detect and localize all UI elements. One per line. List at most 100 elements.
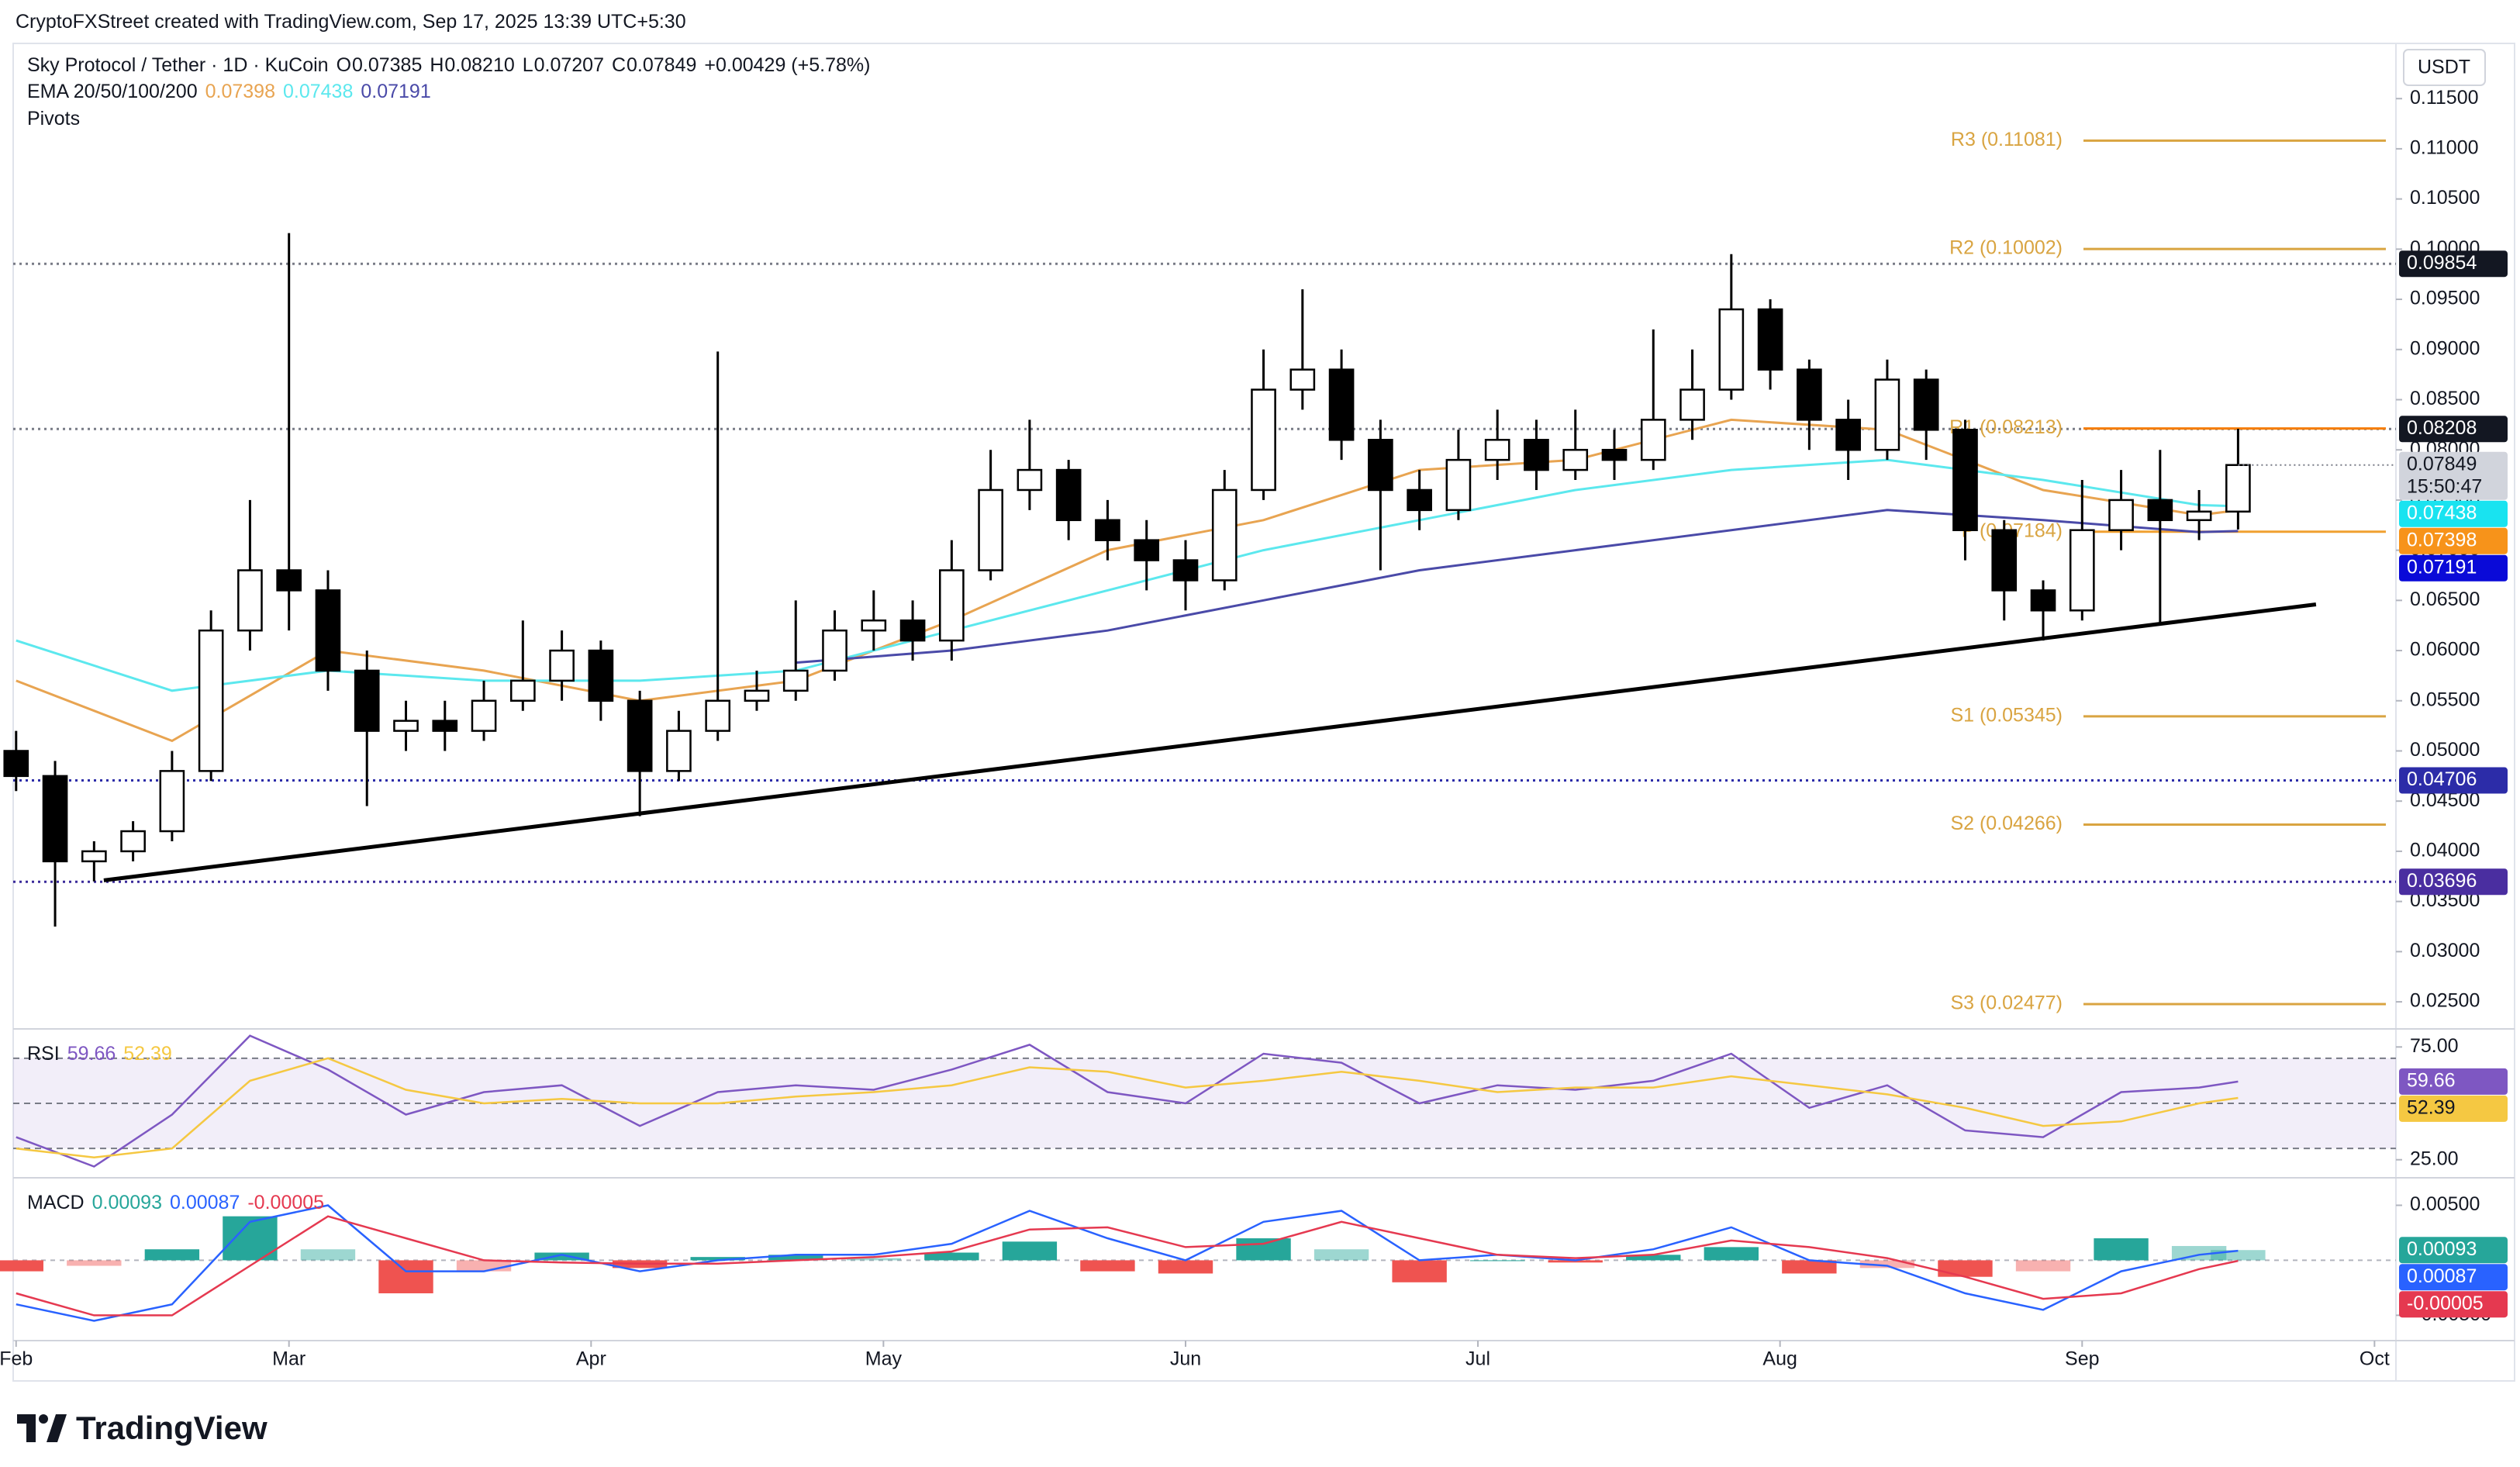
ohlc-value: 0.07207	[533, 54, 604, 76]
candle-body	[2147, 499, 2173, 522]
macd-bar	[300, 1249, 356, 1261]
price-tag	[2399, 527, 2508, 554]
x-tick-label: Aug	[1762, 1348, 1797, 1370]
y-tick-label: 0.06500	[2410, 589, 2480, 610]
macd-bar	[1548, 1260, 1603, 1263]
macd-bar	[456, 1260, 512, 1272]
macd-bar	[0, 1260, 43, 1272]
macd-bar	[1236, 1238, 1291, 1261]
macd-bar	[378, 1260, 433, 1293]
y-tick-label: 0.06000	[2410, 639, 2480, 661]
candle-body	[1679, 388, 1705, 421]
macd-legend: MACD 0.00093 0.00087 -0.00005	[27, 1192, 324, 1214]
price-tag-label: 0.09854	[2407, 252, 2477, 274]
pivot-label: S2 (0.04266)	[1950, 813, 2063, 834]
candle-body	[1289, 368, 1316, 391]
macd-bar	[1469, 1260, 1525, 1262]
macd-bar	[1080, 1260, 1135, 1272]
x-tick-label: Sep	[2065, 1348, 2099, 1370]
candle-body	[1368, 438, 1393, 492]
candle-body	[1211, 488, 1238, 582]
price-tag-label: 59.66	[2407, 1070, 2456, 1092]
macd-bar	[690, 1257, 745, 1261]
price-tag-label: 0.00087	[2407, 1265, 2477, 1287]
macd-bar	[223, 1216, 278, 1261]
currency-box[interactable]	[2403, 49, 2486, 86]
candle-body	[432, 720, 458, 732]
macd-bar	[144, 1249, 200, 1261]
ema-line	[16, 418, 2239, 743]
candle-body	[1874, 378, 1900, 451]
rsi-line	[16, 1034, 2239, 1168]
candle-body	[549, 649, 575, 682]
candle-body	[1407, 488, 1432, 512]
candle-body	[471, 699, 497, 732]
candle-body	[2225, 464, 2251, 513]
pivot-label: S3 (0.02477)	[1950, 992, 2063, 1014]
currency[interactable]: USDT	[2418, 57, 2470, 78]
x-tick-label: Feb	[0, 1348, 33, 1370]
candle-body	[1952, 429, 1978, 531]
ema-line	[796, 509, 2239, 664]
price-tag-label: 52.39	[2407, 1097, 2456, 1119]
trendline	[103, 602, 2317, 882]
candle-body	[3, 750, 29, 778]
candle-body	[276, 569, 302, 592]
candle-body	[627, 699, 653, 772]
macd-bar	[1859, 1260, 1915, 1269]
rsi-legend: RSI 59.66 52.39	[27, 1043, 172, 1065]
y-tick-label: 0.10500	[2410, 187, 2480, 209]
price-tag	[2399, 554, 2508, 582]
y-tick-label: 0.09500	[2410, 288, 2480, 309]
candle-body	[939, 569, 965, 642]
rsi-value: 59.66	[67, 1043, 116, 1065]
macd-bar	[1938, 1260, 1993, 1277]
ohlc-key: L	[522, 54, 533, 76]
price-tag	[2399, 451, 2508, 500]
candle-body	[1718, 308, 1745, 391]
logo: TradingView	[17, 1410, 268, 1447]
candle-body	[1835, 419, 1861, 451]
price-tag	[2399, 1291, 2508, 1318]
rsi-band	[13, 1058, 2396, 1149]
pivots-legend: Pivots	[27, 108, 80, 130]
candle-body	[1991, 529, 2018, 592]
y-tick-label: 0.08500	[2410, 388, 2480, 409]
price-tag-label: -0.00005	[2407, 1293, 2484, 1314]
price-legend: Sky Protocol / Tether · 1D · KuCoin O 0.…	[27, 54, 870, 77]
candle-body	[1017, 468, 1043, 492]
rsi-line	[16, 1057, 2239, 1159]
candle-body	[1484, 438, 1510, 461]
candle-body	[899, 619, 926, 642]
macd-bar	[67, 1260, 122, 1266]
macd-bar	[846, 1258, 901, 1261]
macd-label: MACD	[27, 1192, 85, 1213]
pivots-label: Pivots	[27, 108, 81, 129]
y-tick-label: 0.00500	[2410, 1193, 2480, 1215]
candle-body	[42, 775, 68, 863]
price-tag	[2399, 868, 2508, 896]
price-tag	[2399, 1095, 2508, 1122]
countdown: 15:50:47	[2407, 475, 2482, 497]
candle-body	[2069, 529, 2095, 612]
candle-body	[1328, 368, 1355, 441]
candle-body	[354, 669, 380, 732]
y-tick-label: 0.11000	[2410, 137, 2479, 159]
macd-bar	[1158, 1260, 1213, 1274]
macd-bar	[2094, 1238, 2149, 1261]
x-tick-label: Oct	[2359, 1348, 2390, 1370]
price-tag	[2399, 1237, 2508, 1264]
pivot-label: R3 (0.11081)	[1951, 129, 2063, 150]
price-tag	[2399, 1068, 2508, 1095]
candle-body	[393, 720, 419, 732]
ohlc-value: 0.07849	[627, 54, 697, 76]
candle-body	[705, 699, 731, 732]
x-tick-label: Jul	[1465, 1348, 1490, 1370]
price-tag	[2399, 416, 2508, 443]
macd-bar	[1002, 1241, 1058, 1261]
candle-body	[1913, 378, 1939, 431]
price-tag-label: 0.07438	[2407, 502, 2477, 523]
rsi-label: RSI	[27, 1043, 60, 1065]
candle-body	[861, 619, 887, 632]
